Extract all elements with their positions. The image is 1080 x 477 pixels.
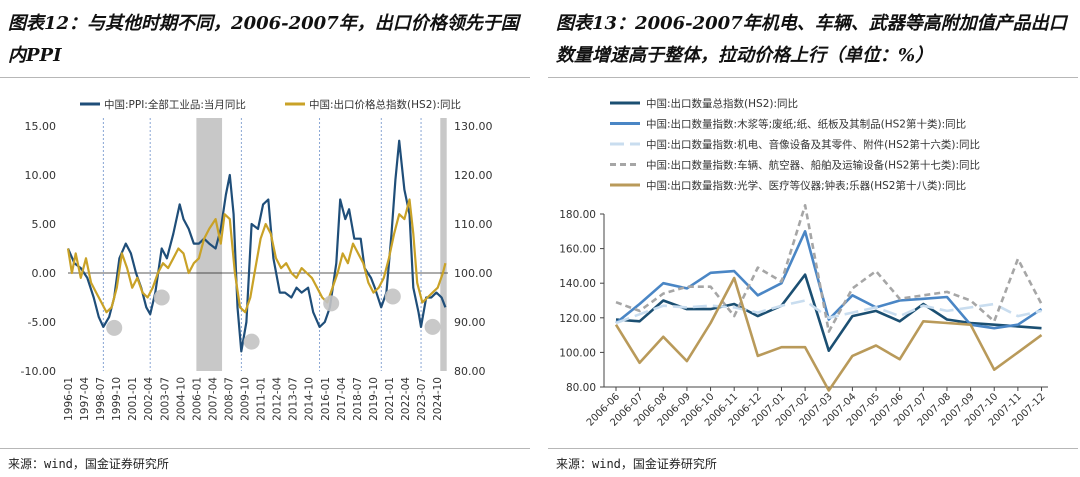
series-line-2 xyxy=(615,299,1042,325)
right-title-divider xyxy=(548,77,1078,78)
x-tick-label: 2003-07 xyxy=(159,377,171,421)
legend-label-0: 中国:出口数量总指数(HS2):同比 xyxy=(646,97,798,110)
series-line-0 xyxy=(66,139,447,353)
x-tick-label: 2019-10 xyxy=(368,377,380,421)
x-tick-label: 2018-07 xyxy=(352,377,364,421)
left-chart-title: 图表12：与其他时期不同，2006-2007年，出口价格领先于国内PPI xyxy=(8,13,519,66)
x-tick-label: 2017-04 xyxy=(336,377,348,421)
left-y-tick-label: 5.00 xyxy=(32,218,57,231)
left-y-tick-label: -10.00 xyxy=(21,365,56,378)
x-tick-label: 2002-04 xyxy=(143,377,155,421)
left-chart-panel: 图表12：与其他时期不同，2006-2007年，出口价格领先于国内PPI 15.… xyxy=(0,0,530,477)
trough-marker-dot-5 xyxy=(424,318,441,335)
series-line-1 xyxy=(615,230,1043,330)
x-tick-label: 2022-04 xyxy=(400,377,412,421)
right-chart-plot: 180.00160.00140.00120.00100.0080.002006-… xyxy=(559,97,1048,429)
right-y-tick-label: 90.00 xyxy=(454,316,486,329)
shaded-period-1 xyxy=(440,118,447,371)
right-chart-title: 图表13：2006-2007年机电、车辆、武器等高附加值产品出口数量增速高于整体… xyxy=(556,13,1067,66)
right-chart-source: 来源：wind，国金证券研究所 xyxy=(556,457,717,471)
trough-marker-dot-2 xyxy=(243,333,260,350)
x-tick-label: 2007-04 xyxy=(207,377,219,421)
left-y-tick-label: -5.00 xyxy=(28,316,56,329)
right-y-tick-label: 130.00 xyxy=(454,120,493,133)
right-y-tick-label: 120.00 xyxy=(454,169,493,182)
x-tick-label: 2008-07 xyxy=(223,377,235,421)
x-tick-label: 2004-10 xyxy=(175,377,187,421)
left-y-tick-label: 10.00 xyxy=(25,169,57,182)
trough-marker-dot-3 xyxy=(323,295,340,312)
x-tick-label: 2013-07 xyxy=(288,377,300,421)
left-y-tick-label: 0.00 xyxy=(32,267,57,280)
right-source-divider xyxy=(548,448,1078,449)
left-source-divider xyxy=(0,448,530,449)
y-tick-label: 180.00 xyxy=(559,209,596,221)
x-tick-label: 2006-01 xyxy=(191,377,203,421)
series-line-3 xyxy=(615,204,1043,333)
legend-label-4: 中国:出口数量指数:光学、医疗等仪器;钟表;乐器(HS2第十八类):同比 xyxy=(646,179,966,192)
y-tick-label: 100.00 xyxy=(559,347,596,359)
legend-label-3: 中国:出口数量指数:车辆、航空器、船舶及运输设备(HS2第十七类):同比 xyxy=(646,159,980,172)
series-line-1 xyxy=(66,198,447,314)
trough-marker-dot-4 xyxy=(384,288,401,305)
legend-label-2: 中国:出口数量指数:机电、音像设备及其零件、附件(HS2第十六类):同比 xyxy=(646,138,980,151)
x-tick-label: 2014-10 xyxy=(304,377,316,421)
legend-label-1: 中国:出口数量指数:木浆等;废纸;纸、纸板及其制品(HS2第十类):同比 xyxy=(646,118,966,131)
x-tick-label: 2012-04 xyxy=(272,377,284,421)
x-tick-label: 2009-10 xyxy=(240,377,252,421)
x-tick-label: 1996-01 xyxy=(63,377,75,421)
y-tick-label: 160.00 xyxy=(559,244,596,256)
x-tick-label: 2016-01 xyxy=(320,377,332,421)
y-tick-label: 140.00 xyxy=(559,278,596,290)
legend-label-1: 中国:出口价格总指数(HS2):同比 xyxy=(309,98,461,111)
x-tick-label: 2024-10 xyxy=(432,377,444,421)
x-tick-label: 1997-04 xyxy=(79,377,91,421)
y-tick-label: 80.00 xyxy=(566,382,596,394)
series-line-4 xyxy=(614,276,1043,392)
left-y-tick-label: 15.00 xyxy=(25,120,57,133)
right-y-tick-label: 110.00 xyxy=(454,218,493,231)
x-tick-label: 2021-01 xyxy=(384,377,396,421)
legend-label-0: 中国:PPI:全部工业品:当月同比 xyxy=(104,98,246,111)
right-chart-panel: 图表13：2006-2007年机电、车辆、武器等高附加值产品出口数量增速高于整体… xyxy=(548,0,1078,477)
right-y-tick-label: 100.00 xyxy=(454,267,493,280)
x-tick-label: 1999-10 xyxy=(111,377,123,421)
x-tick-label: 1998-07 xyxy=(95,377,107,421)
y-tick-label: 120.00 xyxy=(559,313,596,325)
trough-marker-dot-1 xyxy=(153,289,170,306)
x-tick-label: 2011-01 xyxy=(256,377,268,421)
x-tick-label: 2001-01 xyxy=(127,377,139,421)
left-title-divider xyxy=(0,77,530,78)
trough-marker-dot-0 xyxy=(106,319,123,336)
right-y-tick-label: 80.00 xyxy=(454,365,486,378)
x-tick-label: 2023-07 xyxy=(416,377,428,421)
left-chart-plot: 15.00 10.00 5.00 0.00 -5.00 -10.00 130.00 120.0… xyxy=(21,98,493,421)
left-chart-source: 来源：wind，国金证券研究所 xyxy=(8,457,169,471)
